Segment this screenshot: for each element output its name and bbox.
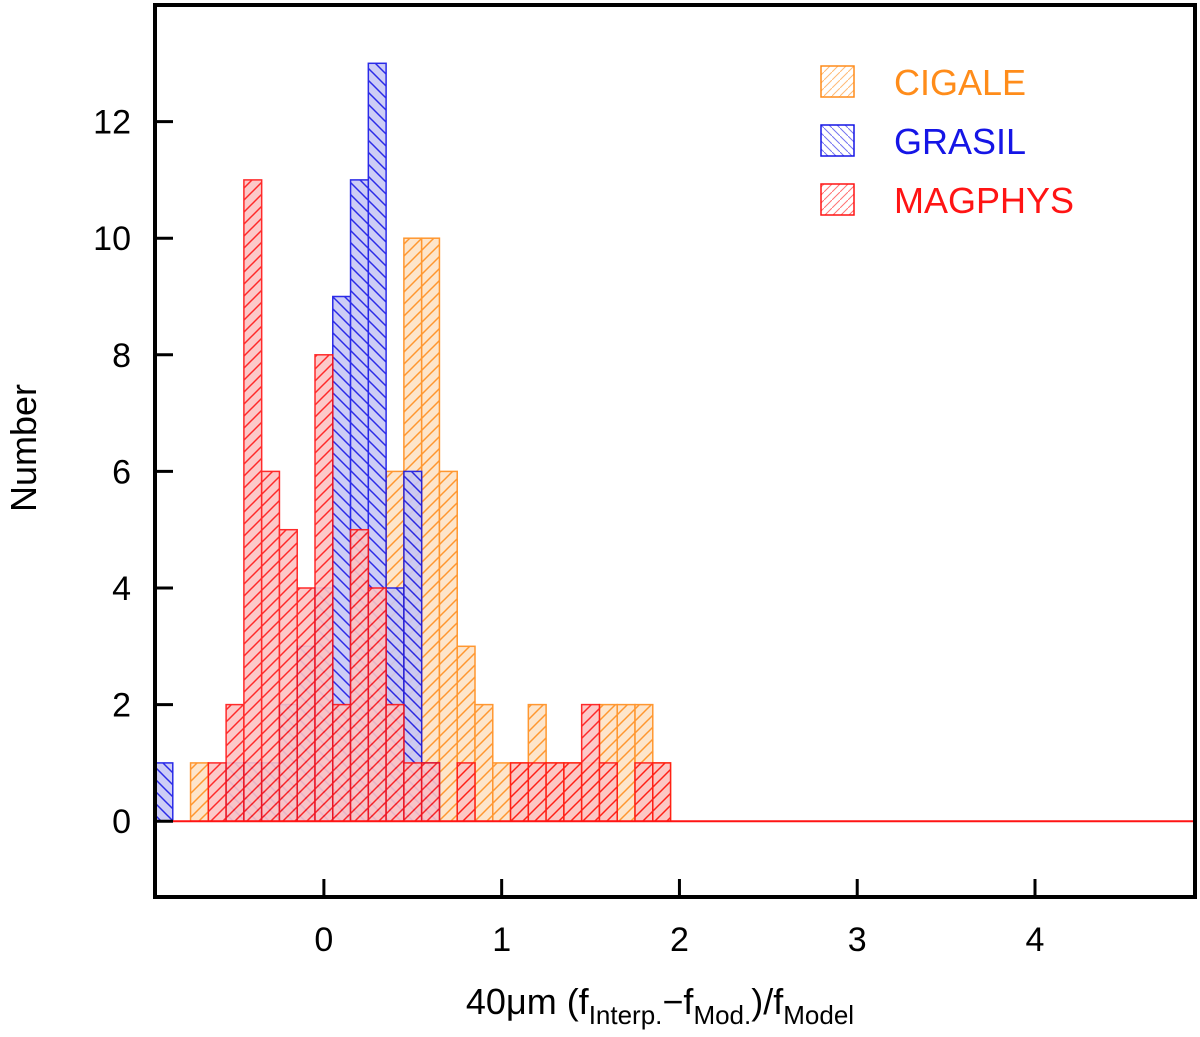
magphys-bar <box>332 703 352 822</box>
x-tick-label: 0 <box>314 921 333 959</box>
cigale-bar <box>438 470 458 822</box>
magphys-bar <box>456 762 476 822</box>
y-axis-ticks: 0 2 4 6 8 10 12 <box>93 104 173 841</box>
magphys-bar <box>349 528 370 822</box>
magphys-bar <box>527 762 547 822</box>
magphys-bar <box>385 703 405 822</box>
cigale-bar <box>189 762 210 822</box>
legend-label: MAGPHYS <box>894 180 1074 221</box>
cigale-bar <box>492 762 512 822</box>
grasil-bar <box>154 762 174 822</box>
x-label-sub-model: Model <box>783 1000 854 1030</box>
legend-label: CIGALE <box>894 62 1026 103</box>
plot-frame <box>153 3 1197 899</box>
legend: CIGALE GRASIL MAGPHYS <box>820 62 1074 221</box>
cigale-bar <box>616 703 636 822</box>
x-tick-label: 3 <box>848 921 867 959</box>
magphys-bar <box>403 762 423 822</box>
y-tick-label: 2 <box>112 687 131 725</box>
cigale-bar <box>420 237 441 822</box>
histogram-bars <box>154 62 1195 823</box>
x-label-slash: )/f <box>751 981 784 1022</box>
x-tick-label: 4 <box>1026 921 1045 959</box>
magphys-bar <box>420 762 441 822</box>
magphys-bar <box>314 354 334 822</box>
magphys-bar <box>652 762 672 822</box>
cigale-bar <box>474 703 494 822</box>
x-tick-label: 2 <box>670 921 689 959</box>
legend-swatch <box>820 124 855 157</box>
magphys-bar <box>634 762 654 822</box>
legend-item-magphys: MAGPHYS <box>820 180 1074 221</box>
legend-item-grasil: GRASIL <box>820 121 1026 162</box>
magphys-bar <box>207 762 227 822</box>
magphys-bar <box>367 587 387 822</box>
x-label-mu: μ <box>506 981 527 1022</box>
x-label-sub-mod: Mod. <box>693 1000 751 1030</box>
x-label-prefix: 40 <box>466 981 506 1022</box>
x-label-minus: −f <box>662 981 694 1022</box>
magphys-bar <box>563 762 583 822</box>
y-tick-label: 6 <box>112 453 131 491</box>
magphys-bar <box>225 703 245 822</box>
x-axis-label: 40μm (fInterp.−fMod.)/fModel <box>466 981 854 1030</box>
legend-label: GRASIL <box>894 121 1026 162</box>
y-tick-label: 8 <box>112 337 131 375</box>
y-tick-label: 12 <box>93 104 131 142</box>
x-tick-label: 1 <box>492 921 511 959</box>
magphys-bar <box>580 703 601 822</box>
y-tick-label: 0 <box>112 803 131 841</box>
x-label-unit: m (f <box>527 981 590 1022</box>
legend-swatch <box>820 183 855 216</box>
magphys-bar <box>278 528 298 822</box>
y-axis-label: Number <box>3 384 44 512</box>
y-tick-label: 4 <box>112 570 131 608</box>
legend-swatch <box>820 65 855 98</box>
y-tick-label: 10 <box>93 220 131 258</box>
magphys-bar <box>296 587 316 822</box>
x-label-sub-interp: Interp. <box>589 1000 663 1030</box>
magphys-bar <box>545 762 565 822</box>
magphys-bar <box>243 179 263 822</box>
magphys-bar <box>598 762 618 822</box>
x-axis-ticks: 0 1 2 3 4 <box>314 879 1044 959</box>
magphys-bar <box>509 762 530 822</box>
legend-item-cigale: CIGALE <box>820 62 1026 103</box>
magphys-bar <box>260 470 281 822</box>
